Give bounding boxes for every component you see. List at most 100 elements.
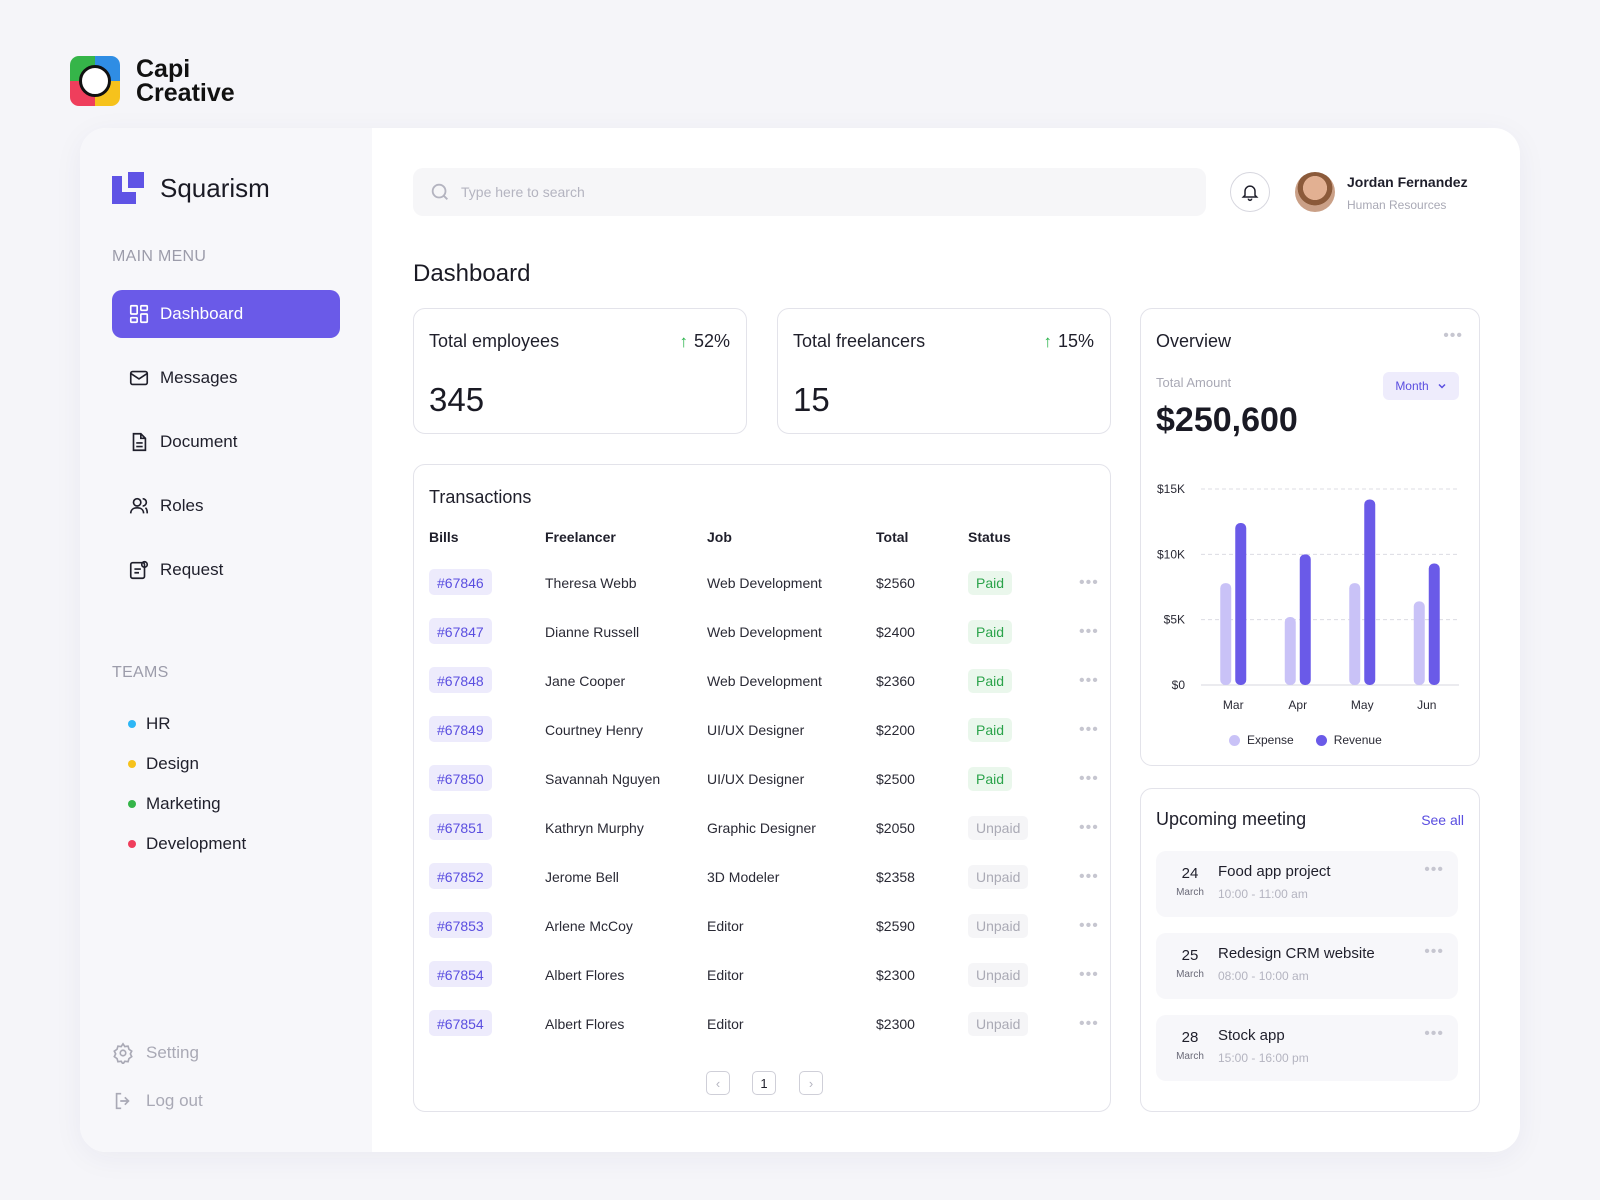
bar-expense-apr[interactable]	[1284, 617, 1296, 685]
total-amount-label: Total Amount	[1156, 375, 1232, 390]
job-title: Editor	[707, 1016, 744, 1032]
team-item-marketing[interactable]: Marketing	[128, 794, 221, 814]
stat-value: 345	[429, 381, 485, 418]
next-page-button[interactable]: ›	[799, 1071, 823, 1095]
arrow-up-icon: ↑	[1043, 331, 1052, 351]
page-number-button[interactable]: 1	[752, 1071, 776, 1095]
bar-revenue-may[interactable]	[1364, 499, 1376, 685]
row-more-options-icon[interactable]: •••	[1079, 770, 1099, 787]
sidebar-item-label: Roles	[160, 496, 204, 515]
logout-label: Log out	[146, 1091, 203, 1110]
more-options-icon[interactable]: •••	[1443, 327, 1463, 344]
search-bar[interactable]	[413, 168, 1206, 216]
table-row[interactable]: #67854 Albert Flores Editor $2300 Unpaid •••	[414, 1010, 1110, 1038]
column-header-total: Total	[876, 529, 909, 545]
table-row[interactable]: #67848 Jane Cooper Web Development $2360 Pai…	[414, 667, 1110, 695]
bill-id-badge[interactable]: #67852	[429, 863, 492, 889]
notification-button[interactable]	[1230, 172, 1270, 212]
more-options-icon[interactable]: •••	[1424, 1025, 1444, 1042]
bill-id-badge[interactable]: #67848	[429, 667, 492, 693]
bar-revenue-mar[interactable]	[1235, 522, 1247, 685]
bill-id-badge[interactable]: #67850	[429, 765, 492, 791]
job-title: Graphic Designer	[707, 820, 816, 836]
setting-link[interactable]: Setting	[112, 1042, 199, 1064]
status-badge: Paid	[968, 669, 1013, 693]
stat-value: 15	[793, 381, 830, 418]
row-more-options-icon[interactable]: •••	[1079, 721, 1099, 738]
row-more-options-icon[interactable]: •••	[1079, 819, 1099, 836]
bar-expense-may[interactable]	[1349, 583, 1361, 685]
bill-id-badge[interactable]: #67847	[429, 618, 492, 644]
row-more-options-icon[interactable]: •••	[1079, 917, 1099, 934]
table-row[interactable]: #67852 Jerome Bell 3D Modeler $2358 Unpaid ••…	[414, 863, 1110, 891]
prev-page-button[interactable]: ‹	[706, 1071, 730, 1095]
table-row[interactable]: #67854 Albert Flores Editor $2300 Unpaid •••	[414, 961, 1110, 989]
row-more-options-icon[interactable]: •••	[1079, 672, 1099, 689]
app-name: Squarism	[160, 172, 270, 203]
column-header-bills: Bills	[429, 529, 459, 545]
table-row[interactable]: #67853 Arlene McCoy Editor $2590 Unpaid •••	[414, 912, 1110, 940]
bell-icon	[1241, 185, 1259, 202]
total-amount: $2200	[876, 722, 915, 738]
column-header-freelancer: Freelancer	[545, 529, 616, 545]
logout-link[interactable]: Log out	[112, 1090, 203, 1112]
column-header-status: Status	[968, 529, 1011, 545]
bar-revenue-jun[interactable]	[1428, 563, 1440, 685]
meeting-month: March	[1176, 969, 1204, 980]
bar-expense-mar[interactable]	[1220, 583, 1232, 685]
row-more-options-icon[interactable]: •••	[1079, 1015, 1099, 1032]
bill-id-badge[interactable]: #67849	[429, 716, 492, 742]
team-item-development[interactable]: Development	[128, 834, 246, 854]
row-more-options-icon[interactable]: •••	[1079, 868, 1099, 885]
sidebar-item-label: Document	[160, 432, 238, 451]
bill-id-badge[interactable]: #67854	[429, 1010, 492, 1036]
bill-id-badge[interactable]: #67854	[429, 961, 492, 987]
row-more-options-icon[interactable]: •••	[1079, 966, 1099, 983]
y-tick-label: $10K	[1157, 547, 1185, 561]
sidebar-item-document[interactable]: Document	[112, 418, 340, 466]
bar-expense-jun[interactable]	[1413, 601, 1425, 685]
team-item-design[interactable]: Design	[128, 754, 199, 774]
team-item-hr[interactable]: HR	[128, 714, 171, 734]
total-amount: $2358	[876, 869, 915, 885]
status-badge: Unpaid	[968, 914, 1029, 938]
bill-id-badge[interactable]: #67851	[429, 814, 492, 840]
brand-name-line1: Capi	[136, 55, 191, 83]
more-options-icon[interactable]: •••	[1424, 861, 1444, 878]
stat-card-employees: Total employees ↑ 52% 345	[413, 308, 747, 434]
table-row[interactable]: #67851 Kathryn Murphy Graphic Designer $205…	[414, 814, 1110, 842]
meeting-item[interactable]: 24 March Food app project 10:00 - 11:00 …	[1156, 851, 1458, 917]
bill-id-badge[interactable]: #67846	[429, 569, 492, 595]
table-row[interactable]: #67849 Courtney Henry UI/UX Designer $2200 P…	[414, 716, 1110, 744]
freelancer-name: Theresa Webb	[545, 575, 637, 591]
sidebar-item-roles[interactable]: Roles	[112, 482, 340, 530]
stat-delta: ↑ 52%	[679, 331, 730, 352]
sidebar-item-label: Request	[160, 560, 224, 579]
avatar[interactable]	[1295, 172, 1335, 212]
table-row[interactable]: #67850 Savannah Nguyen UI/UX Designer $2500…	[414, 765, 1110, 793]
period-select-value: Month	[1395, 379, 1429, 393]
sidebar-item-dashboard[interactable]: Dashboard	[112, 290, 340, 338]
sidebar-item-messages[interactable]: Messages	[112, 354, 340, 402]
row-more-options-icon[interactable]: •••	[1079, 623, 1099, 640]
meeting-day: 24	[1181, 865, 1199, 882]
bill-id-badge[interactable]: #67853	[429, 912, 492, 938]
row-more-options-icon[interactable]: •••	[1079, 574, 1099, 591]
x-tick-label: Jun	[1417, 698, 1436, 712]
see-all-link[interactable]: See all	[1421, 812, 1464, 828]
bar-revenue-apr[interactable]	[1299, 554, 1311, 685]
table-row[interactable]: #67847 Dianne Russell Web Development $2400…	[414, 618, 1110, 646]
gear-icon	[113, 1042, 133, 1064]
document-icon	[132, 432, 147, 452]
sidebar-item-request[interactable]: Request	[112, 546, 340, 594]
app-logo[interactable]: Squarism	[112, 172, 270, 204]
period-select[interactable]: Month	[1383, 372, 1459, 400]
x-tick-label: Mar	[1223, 698, 1244, 712]
table-row[interactable]: #67846 Theresa Webb Web Development $2560 Pa…	[414, 569, 1110, 597]
search-input[interactable]	[461, 184, 1161, 200]
overview-title: Overview	[1156, 331, 1232, 351]
meeting-item[interactable]: 28 March Stock app 15:00 - 16:00 pm •••	[1156, 1015, 1458, 1081]
meeting-item[interactable]: 25 March Redesign CRM website 08:00 - 10…	[1156, 933, 1458, 999]
more-options-icon[interactable]: •••	[1424, 943, 1444, 960]
users-icon	[129, 497, 149, 514]
